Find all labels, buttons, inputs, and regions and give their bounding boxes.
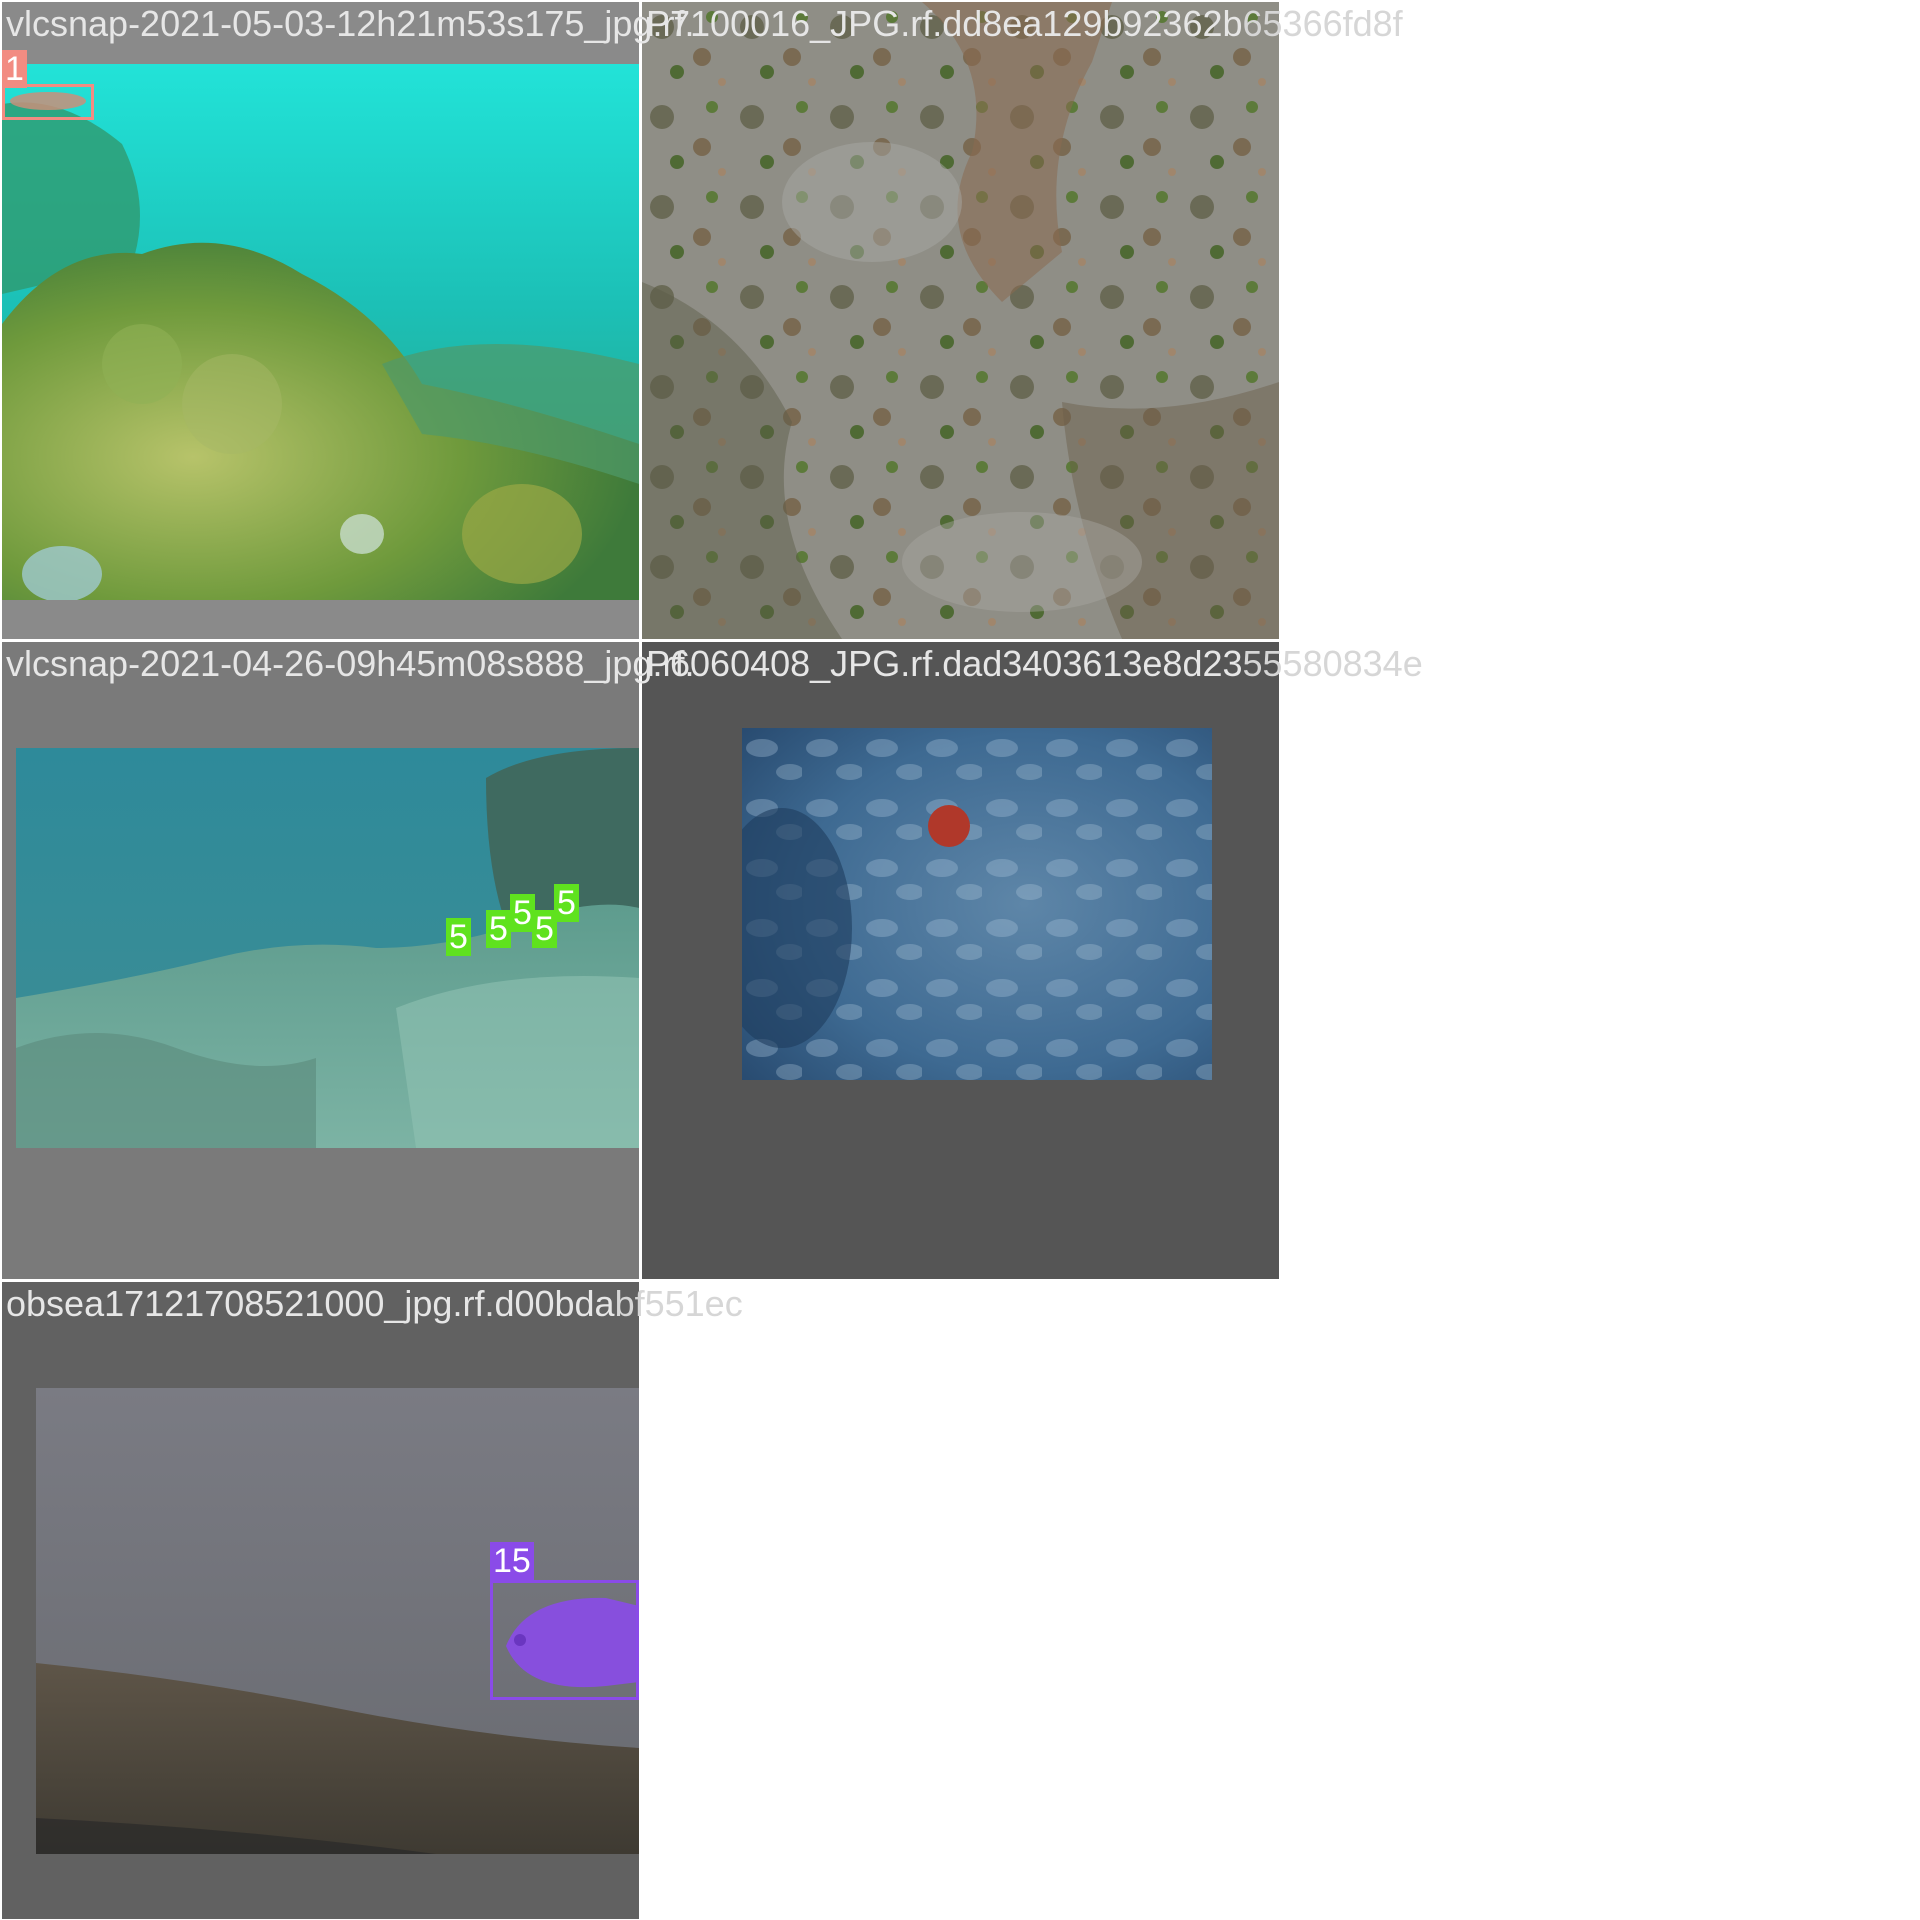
- bbox-label-5-c: 5: [510, 894, 535, 932]
- tile-4: P6060408_JPG.rf.dad3403613e8d2355580834e: [642, 642, 1423, 1279]
- bbox-label-5-a: 5: [446, 918, 471, 956]
- tile-3-caption: vlcsnap-2021-04-26-09h45m08s888_jpg.rf.: [6, 643, 695, 684]
- tile-3-photo: [16, 748, 639, 1148]
- bbox-label-5-b: 5: [486, 910, 511, 948]
- tile-5-caption-overflow: bf551ec: [614, 1283, 743, 1324]
- tile-2-caption: P7100016_JPG.rf.dd8ea129b92362b65366fd8f: [646, 4, 1403, 44]
- tile-3: 5 5 5 5 5 vlcsnap-2021-04-26-09h45m08s88…: [2, 642, 694, 1279]
- tile-1-caption: vlcsnap-2021-05-03-12h21m53s175_jpg.rf.: [6, 3, 695, 44]
- tile-5-caption-main: obsea17121708521000_jpg.rf.d00bda: [6, 1283, 615, 1324]
- tile-5-caption: obsea17121708521000_jpg.rf.d00bdabf551ec: [6, 1284, 743, 1324]
- fish-15: [496, 1586, 639, 1694]
- bbox-class-1: [2, 84, 94, 120]
- tile-2-caption-main: P7100016_JPG.rf.dd8ea129b92362b: [646, 3, 1243, 44]
- bbox-label-5-e: 5: [554, 884, 579, 922]
- fish-1: [10, 92, 86, 110]
- tile-1: 1 vlcsnap-2021-05-03-12h21m53s175_jpg.rf…: [2, 2, 694, 639]
- tile-2: P7100016_JPG.rf.dd8ea129b92362b65366fd8f: [642, 2, 1403, 639]
- tile-2-caption-overflow: 65366fd8f: [1242, 3, 1403, 44]
- tile-5: 15 obsea17121708521000_jpg.rf.d00bdabf55…: [2, 1282, 743, 1919]
- red-object: [928, 805, 970, 847]
- bbox-class-15: [490, 1580, 639, 1700]
- tile-4-photo: [742, 728, 1212, 1080]
- bbox-label-1: 1: [2, 50, 27, 88]
- bbox-label-15: 15: [490, 1542, 534, 1580]
- bbox-label-5-d: 5: [532, 910, 557, 948]
- tile-4-caption: P6060408_JPG.rf.dad3403613e8d2355580834e: [646, 644, 1423, 684]
- tile-2-photo: [642, 2, 1279, 639]
- tile-1-photo: [2, 64, 639, 600]
- tile-4-caption-main: P6060408_JPG.rf.dad3403613e8d23: [646, 643, 1243, 684]
- tile-4-caption-overflow: 55580834e: [1242, 643, 1423, 684]
